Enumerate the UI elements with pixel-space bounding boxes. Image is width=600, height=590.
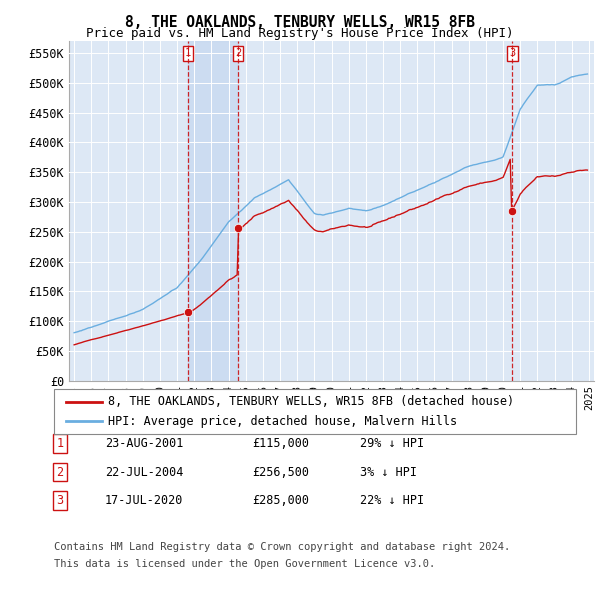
Text: 3: 3 [509, 48, 515, 58]
Text: 22% ↓ HPI: 22% ↓ HPI [360, 494, 424, 507]
Text: 17-JUL-2020: 17-JUL-2020 [105, 494, 184, 507]
Text: 2: 2 [56, 466, 64, 478]
Text: 22-JUL-2004: 22-JUL-2004 [105, 466, 184, 478]
Text: 8, THE OAKLANDS, TENBURY WELLS, WR15 8FB (detached house): 8, THE OAKLANDS, TENBURY WELLS, WR15 8FB… [108, 395, 514, 408]
Text: Price paid vs. HM Land Registry's House Price Index (HPI): Price paid vs. HM Land Registry's House … [86, 27, 514, 40]
Text: Contains HM Land Registry data © Crown copyright and database right 2024.: Contains HM Land Registry data © Crown c… [54, 542, 510, 552]
Text: 3% ↓ HPI: 3% ↓ HPI [360, 466, 417, 478]
Text: £115,000: £115,000 [252, 437, 309, 450]
Text: 8, THE OAKLANDS, TENBURY WELLS, WR15 8FB: 8, THE OAKLANDS, TENBURY WELLS, WR15 8FB [125, 15, 475, 30]
Text: £285,000: £285,000 [252, 494, 309, 507]
Text: 1: 1 [185, 48, 191, 58]
Text: HPI: Average price, detached house, Malvern Hills: HPI: Average price, detached house, Malv… [108, 415, 457, 428]
Bar [188, 41, 238, 381]
Text: 2: 2 [235, 48, 241, 58]
Text: £256,500: £256,500 [252, 466, 309, 478]
Text: 3: 3 [56, 494, 64, 507]
Text: 23-AUG-2001: 23-AUG-2001 [105, 437, 184, 450]
Text: 29% ↓ HPI: 29% ↓ HPI [360, 437, 424, 450]
Text: This data is licensed under the Open Government Licence v3.0.: This data is licensed under the Open Gov… [54, 559, 435, 569]
Text: 1: 1 [56, 437, 64, 450]
